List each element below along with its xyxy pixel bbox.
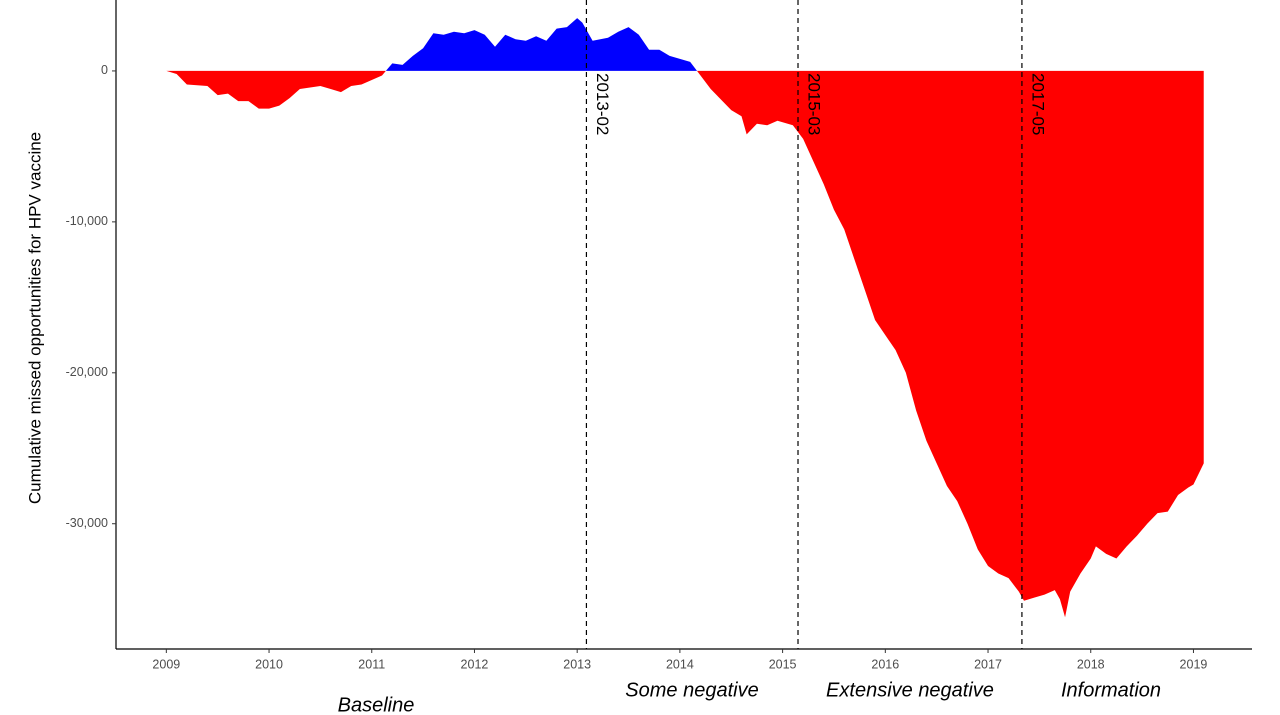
x-tick-label: 2017	[974, 657, 1002, 671]
area-segment	[697, 70, 1204, 618]
x-tick-label: 2018	[1077, 657, 1105, 671]
x-tick-label: 2009	[152, 657, 180, 671]
area-segment	[166, 70, 386, 109]
x-tick-label: 2019	[1180, 657, 1208, 671]
phase-label: Extensive negative	[826, 679, 994, 701]
y-tick-label: -30,000	[66, 516, 108, 530]
x-tick-label: 2013	[563, 657, 591, 671]
reference-label: 2013-02	[593, 73, 612, 135]
x-tick-label: 2014	[666, 657, 694, 671]
x-tick-label: 2015	[769, 657, 797, 671]
y-tick-label: -10,000	[66, 214, 108, 228]
y-tick-label: -20,000	[66, 365, 108, 379]
x-tick-label: 2012	[461, 657, 489, 671]
reference-label: 2015-03	[805, 73, 824, 135]
phase-label: Some negative	[625, 679, 758, 701]
area-segment	[385, 18, 698, 71]
x-tick-label: 2010	[255, 657, 283, 671]
y-axis-label: Cumulative missed opportunities for HPV …	[25, 132, 44, 504]
y-tick-label: 0	[101, 63, 108, 77]
reference-label: 2017-05	[1028, 73, 1047, 135]
phase-label: Baseline	[338, 694, 415, 715]
x-tick-label: 2011	[358, 657, 385, 671]
phase-label: Information	[1061, 679, 1161, 701]
x-tick-label: 2016	[871, 657, 899, 671]
